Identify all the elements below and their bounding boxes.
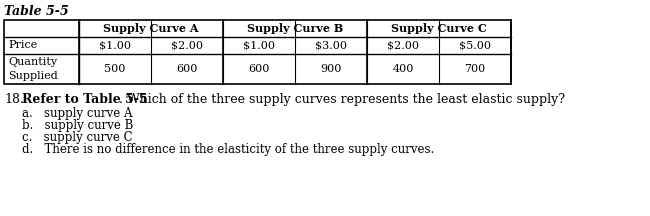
Text: Supply Curve A: Supply Curve A [103, 23, 199, 34]
Text: c.   supply curve C: c. supply curve C [22, 131, 133, 144]
Text: $2.00: $2.00 [387, 41, 419, 51]
Text: Price: Price [8, 41, 37, 51]
Text: Quantity
Supplied: Quantity Supplied [8, 57, 58, 81]
Text: . Which of the three supply curves represents the least elastic supply?: . Which of the three supply curves repre… [119, 93, 565, 106]
Text: d.   There is no difference in the elasticity of the three supply curves.: d. There is no difference in the elastic… [22, 143, 434, 156]
Text: 600: 600 [176, 64, 198, 74]
Text: $3.00: $3.00 [315, 41, 347, 51]
Text: 500: 500 [104, 64, 125, 74]
Text: $2.00: $2.00 [171, 41, 203, 51]
Text: Supply Curve C: Supply Curve C [391, 23, 487, 34]
Text: $1.00: $1.00 [243, 41, 275, 51]
Text: 400: 400 [393, 64, 413, 74]
Text: 900: 900 [320, 64, 342, 74]
Bar [4, 20, 511, 84]
Text: Table 5-5: Table 5-5 [4, 5, 69, 18]
Text: $5.00: $5.00 [459, 41, 491, 51]
Text: $1.00: $1.00 [99, 41, 131, 51]
Text: Supply Curve B: Supply Curve B [247, 23, 343, 34]
Text: 18.: 18. [4, 93, 24, 106]
Text: Refer to Table 5-5: Refer to Table 5-5 [22, 93, 148, 106]
Text: 600: 600 [248, 64, 270, 74]
Text: a.   supply curve A: a. supply curve A [22, 107, 133, 120]
Text: b.   supply curve B: b. supply curve B [22, 119, 133, 132]
Text: 700: 700 [464, 64, 486, 74]
